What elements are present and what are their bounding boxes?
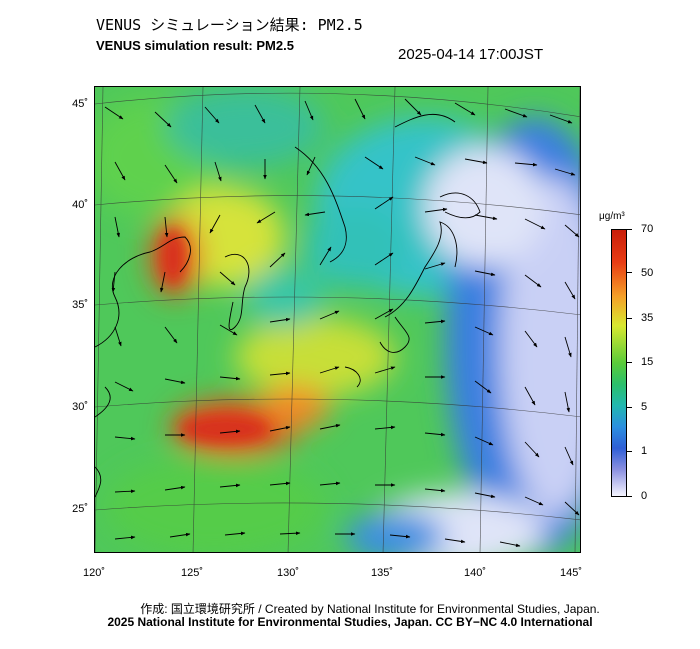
timestamp: 2025-04-14 17:00JST [398,46,544,63]
lat-label-45: 45˚ [72,98,88,110]
colorbar-label-5: 5 [641,401,648,413]
lon-label-125: 125˚ [180,567,204,579]
colorbar-label-0: 0 [641,490,648,502]
map-svg [95,87,580,552]
colorbar-label-70: 70 [641,223,654,235]
colorbar-label-15: 15 [641,356,654,368]
colorbar-label-50: 50 [641,267,654,279]
wind-vectors [104,98,580,547]
lon-label-120: 120˚ [82,567,106,579]
coastlines [95,113,481,498]
colorbar-label-35: 35 [641,312,654,324]
lon-label-140: 140˚ [463,567,487,579]
lat-label-25: 25˚ [72,503,88,515]
concentration-field [95,87,580,552]
colorbar-label-1: 1 [641,445,648,457]
lon-label-130: 130˚ [276,567,300,579]
lat-label-30: 30˚ [72,401,88,413]
lat-label-40: 40˚ [72,199,88,211]
lon-label-145: 145˚ [559,567,583,579]
title-english: VENUS simulation result: PM2.5 [96,38,294,53]
lon-label-135: 135˚ [370,567,394,579]
title-japanese: VENUS シミュレーション結果: PM2.5 [96,16,363,34]
pm25-map [94,86,581,553]
lat-label-35: 35˚ [72,299,88,311]
colorbar [611,229,627,497]
credit-line: 作成: 国立環境研究所 / Created by National Instit… [140,602,600,616]
license-line: 2025 National Institute for Environmenta… [107,615,593,629]
colorbar-unit: μg/m³ [599,211,625,222]
graticule [95,87,580,552]
